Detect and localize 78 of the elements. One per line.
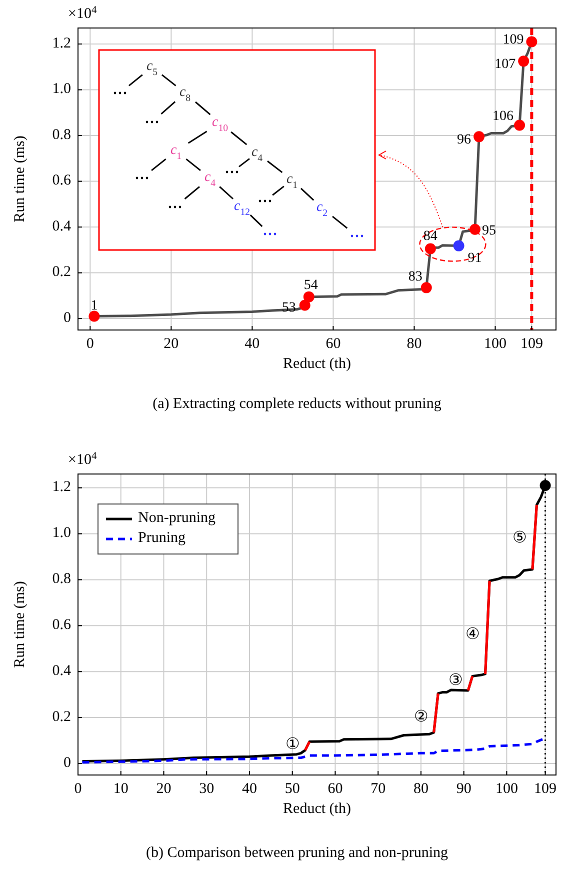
- y-tick-label: 0.6: [52, 617, 72, 634]
- x-tick-label: 80: [413, 781, 428, 797]
- annotation: c$_{1}$: [170, 143, 182, 162]
- annotation: c$_{10}$: [212, 115, 228, 134]
- y-axis-title: Run time (ms): [12, 581, 28, 668]
- x-tick-label: 80: [406, 336, 422, 352]
- annotation: c$_{2}$: [316, 200, 328, 219]
- point: [420, 282, 432, 294]
- x-tick-label: 20: [156, 781, 172, 797]
- annotation: c$_{4}$: [204, 170, 216, 189]
- point: [453, 240, 464, 252]
- y-tick-label: 0.6: [52, 172, 72, 189]
- annotation: 1: [90, 298, 98, 314]
- x-tick-label: 109: [520, 336, 543, 352]
- x-tick-label: 40: [242, 781, 257, 797]
- point: [514, 120, 526, 131]
- x-tick-label: 90: [456, 781, 472, 797]
- y-tick-label: 0.2: [52, 264, 71, 280]
- annotation: c$_{8}$: [179, 85, 191, 104]
- annotation: ②: [414, 708, 428, 726]
- y-tick-label: 0.4: [52, 218, 72, 234]
- annotation: 107: [494, 57, 516, 72]
- y-tick-label: 0: [64, 754, 71, 771]
- text: ×10$^{4}$: [68, 450, 98, 468]
- x-tick-label: 0: [86, 336, 94, 352]
- x-tick-label: 100: [484, 336, 506, 352]
- legend-label: Non-pruning: [138, 510, 216, 526]
- x-tick-label: 60: [326, 336, 341, 352]
- point: [526, 36, 538, 48]
- point: [518, 56, 530, 67]
- y-tick-label: 0: [64, 310, 71, 326]
- x-tick-label: 0: [74, 781, 82, 797]
- y-tick-label: 0.8: [52, 126, 71, 143]
- annotation: ④: [465, 626, 480, 643]
- point: [469, 224, 480, 235]
- text: (a) Extracting complete reducts without pruning: [152, 396, 442, 412]
- annotation: c$_{12}$: [234, 199, 250, 218]
- annotation: 91: [468, 251, 482, 266]
- x-tick-label: 40: [244, 336, 260, 352]
- y-tick-label: 1.0: [52, 81, 71, 98]
- y-tick-label: 1.2: [52, 35, 71, 52]
- point: [299, 300, 310, 311]
- y-tick-label: 1.2: [52, 479, 71, 496]
- annotation: 95: [482, 224, 496, 239]
- x-tick-label: 10: [113, 781, 128, 797]
- annotation: 109: [502, 32, 524, 48]
- y-tick-label: 1.0: [52, 525, 71, 542]
- x-tick-label: 70: [370, 781, 386, 797]
- point: [88, 310, 100, 322]
- point: [303, 291, 314, 302]
- y-axis-title: Run time (ms): [12, 136, 28, 222]
- y-tick-label: 0.4: [52, 663, 72, 680]
- annotation: 54: [304, 278, 318, 294]
- annotation: ⑤: [512, 529, 527, 546]
- annotation: 106: [492, 109, 514, 124]
- y-tick-label: 0.8: [52, 571, 71, 588]
- x-tick-label: 20: [164, 336, 179, 352]
- y-tick-label: 0.2: [52, 708, 71, 725]
- annotation: 96: [457, 132, 472, 148]
- annotation: c$_{4}$: [251, 145, 263, 164]
- x-axis-title: Reduct (th): [283, 801, 351, 817]
- point: [424, 243, 436, 254]
- annotation: ①: [285, 736, 300, 753]
- x-tick-label: 50: [284, 781, 300, 797]
- x-axis-title: Reduct (th): [283, 356, 351, 372]
- legend-label: Pruning: [138, 530, 186, 546]
- annotation: ③: [448, 671, 462, 688]
- annotation: c$_{5}$: [146, 59, 158, 78]
- x-tick-label: 30: [199, 781, 214, 797]
- x-tick-label: 100: [495, 781, 518, 797]
- annotation: 83: [408, 270, 422, 285]
- x-tick-label: 60: [328, 781, 343, 797]
- text: ×10$^{4}$: [68, 4, 98, 22]
- annotation: 84: [423, 229, 438, 244]
- point: [474, 131, 485, 142]
- x-tick-label: 109: [534, 781, 557, 797]
- annotation: c$_{1}$: [286, 172, 298, 191]
- text: (b) Comparison between pruning and non-pruning: [146, 845, 449, 861]
